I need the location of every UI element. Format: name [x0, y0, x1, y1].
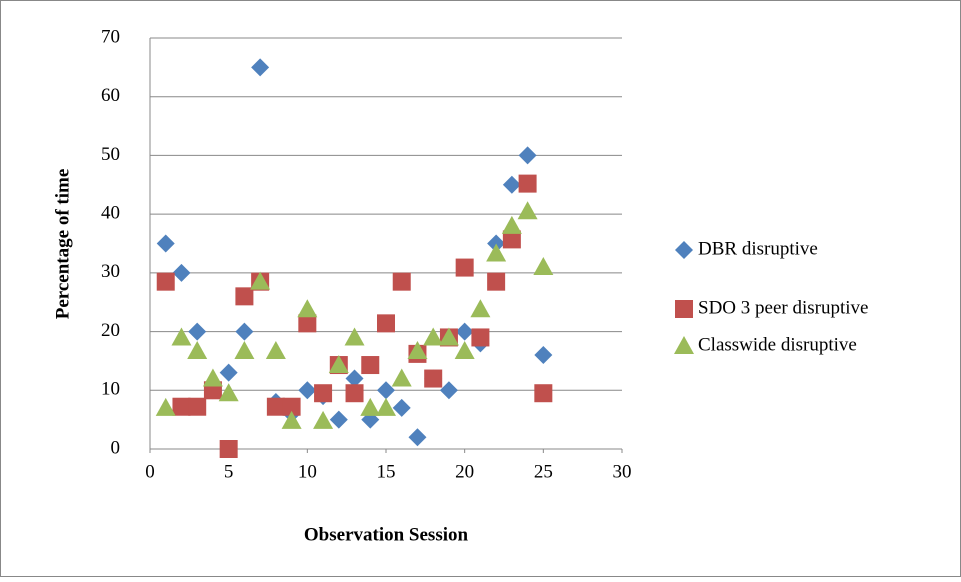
- data-point: [266, 397, 285, 416]
- y-tick-label: 20: [101, 320, 120, 341]
- y-tick-label: 30: [101, 261, 120, 282]
- y-axis-label: Percentage of time: [52, 169, 73, 320]
- data-point: [171, 327, 192, 346]
- data-point: [313, 410, 334, 429]
- x-tick-label: 15: [377, 461, 396, 482]
- y-tick-label: 60: [101, 85, 120, 106]
- data-point: [251, 58, 270, 77]
- data-point: [454, 340, 475, 359]
- data-point: [218, 383, 239, 402]
- data-point: [314, 384, 333, 403]
- data-point: [470, 299, 491, 318]
- data-point: [391, 368, 412, 387]
- data-point: [297, 299, 318, 318]
- y-tick-label: 10: [101, 379, 120, 400]
- data-point: [486, 243, 507, 262]
- data-point: [392, 398, 411, 417]
- data-point: [344, 327, 365, 346]
- data-point: [534, 346, 553, 365]
- data-point: [172, 263, 191, 282]
- data-point: [235, 287, 254, 306]
- data-point: [439, 381, 458, 400]
- x-axis-label: Observation Session: [304, 524, 469, 545]
- data-point: [487, 272, 506, 291]
- data-point: [471, 328, 490, 347]
- data-point: [172, 397, 191, 416]
- data-point: [328, 355, 349, 374]
- data-point: [533, 256, 554, 275]
- data-point: [188, 322, 207, 341]
- y-tick-label: 0: [111, 437, 121, 458]
- data-point: [156, 272, 175, 291]
- data-point: [156, 234, 175, 253]
- data-point: [298, 314, 317, 333]
- data-point: [219, 440, 238, 458]
- x-tick-label: 0: [145, 461, 155, 482]
- x-tick-label: 20: [455, 461, 474, 482]
- data-point: [360, 397, 381, 416]
- data-point: [518, 174, 537, 193]
- data-point: [424, 369, 443, 388]
- data-point: [501, 215, 522, 234]
- data-point: [219, 363, 238, 382]
- x-tick-label: 30: [613, 461, 632, 482]
- legend-label: DBR disruptive: [698, 238, 818, 259]
- data-point: [187, 340, 208, 359]
- x-tick-label: 10: [298, 461, 317, 482]
- data-point: [438, 327, 459, 346]
- data-point: [345, 384, 364, 403]
- data-point: [517, 201, 538, 220]
- data-point: [265, 340, 286, 359]
- y-tick-label: 70: [101, 26, 120, 47]
- data-point: [234, 340, 255, 359]
- data-point: [235, 322, 254, 341]
- y-tick-label: 40: [101, 203, 120, 224]
- data-point: [376, 397, 396, 416]
- data-point: [377, 381, 395, 400]
- legend-label: Classwide disruptive: [698, 334, 857, 355]
- data-point: [502, 230, 521, 249]
- data-point: [534, 384, 553, 403]
- data-point: [282, 397, 301, 416]
- legend-label: SDO 3 peer disruptive: [698, 297, 868, 318]
- data-point: [392, 272, 411, 291]
- x-tick-label: 25: [534, 461, 553, 482]
- data-point: [281, 410, 302, 429]
- data-point: [361, 356, 380, 375]
- data-point: [455, 258, 474, 277]
- data-point: [455, 322, 474, 341]
- data-point: [345, 369, 364, 388]
- data-point: [155, 397, 176, 416]
- data-point: [407, 340, 428, 359]
- data-point: [502, 175, 521, 194]
- data-point: [518, 146, 537, 165]
- legend-marker: [674, 336, 694, 354]
- data-point: [250, 271, 271, 290]
- data-point: [202, 368, 223, 387]
- data-point: [423, 327, 444, 346]
- data-point: [188, 397, 207, 416]
- data-point: [408, 428, 427, 447]
- y-tick-label: 50: [101, 144, 120, 165]
- legend-marker: [675, 300, 693, 318]
- data-point: [377, 314, 395, 333]
- data-point: [329, 410, 348, 429]
- legend-marker: [675, 241, 693, 259]
- x-tick-label: 5: [224, 461, 234, 482]
- data-point: [298, 381, 317, 400]
